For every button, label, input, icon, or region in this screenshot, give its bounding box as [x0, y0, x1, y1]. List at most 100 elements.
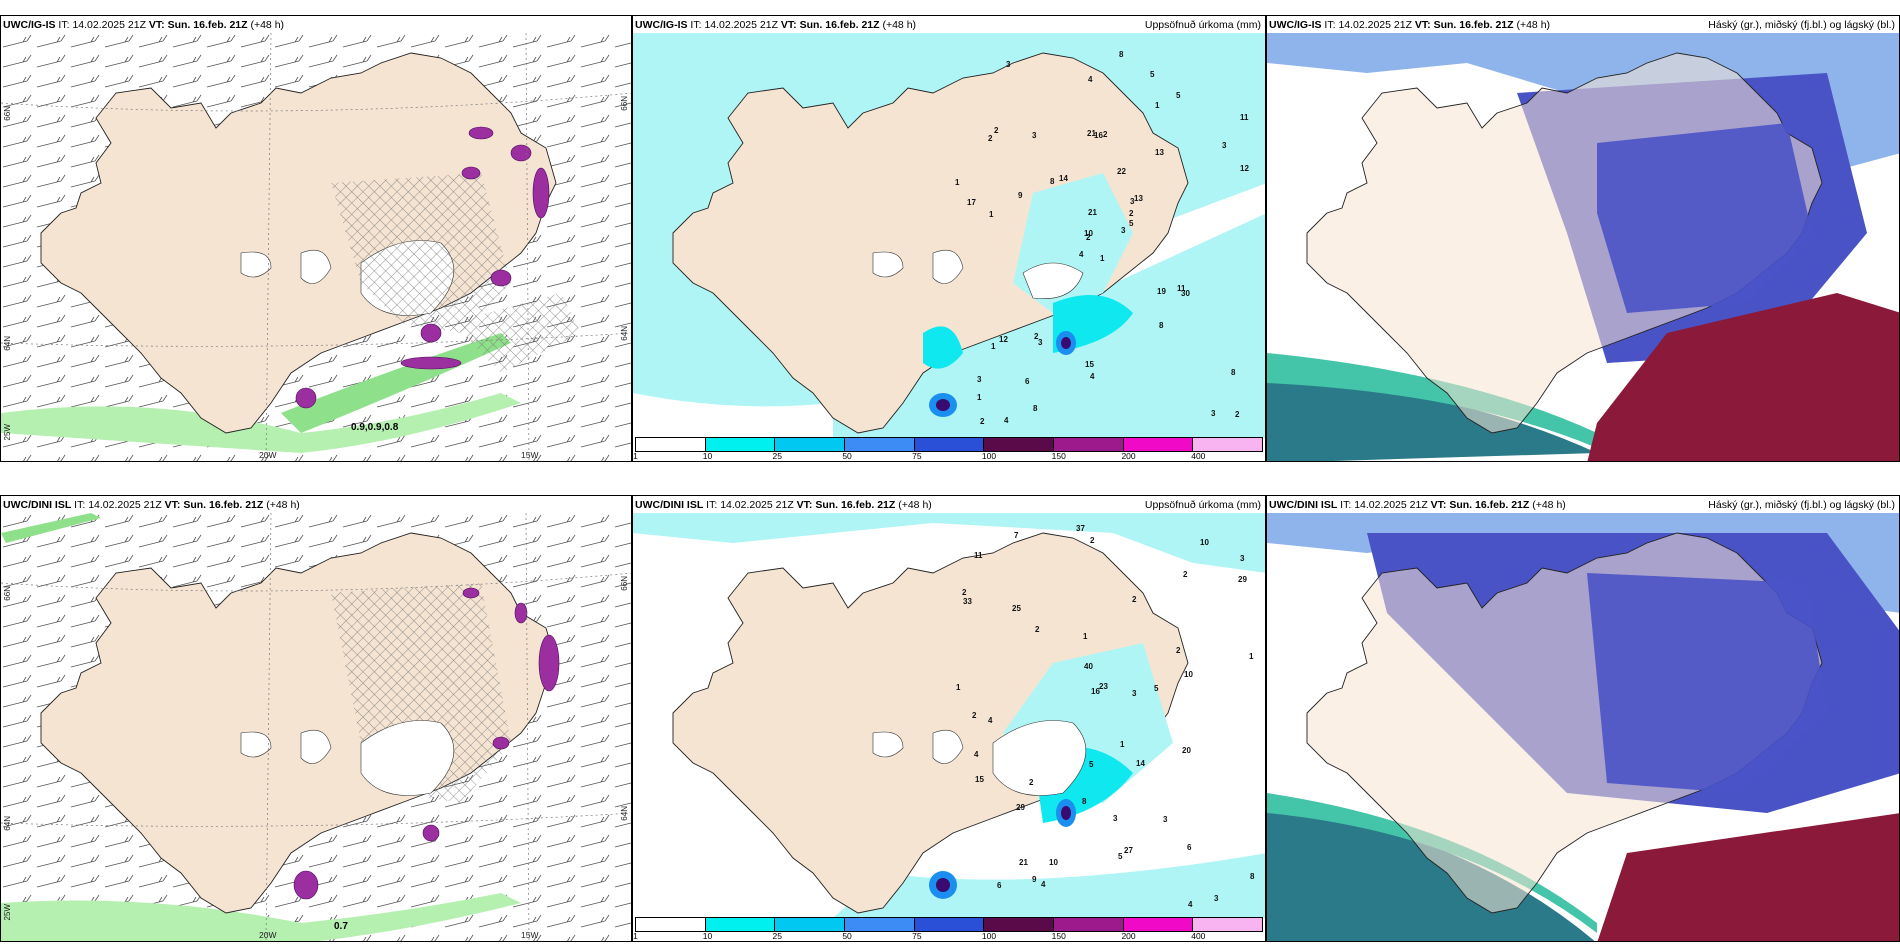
panel-subtitle: Uppsöfnuð úrkoma (mm)	[1144, 499, 1261, 511]
precip-value: 16	[1094, 131, 1103, 140]
precip-value: 10	[1184, 670, 1193, 679]
legend-tick: 10	[702, 451, 713, 461]
precip-value: 8	[1231, 368, 1236, 377]
legend-tick: 400	[1191, 931, 1206, 941]
cloud-map	[1267, 33, 1899, 461]
precip-value: 12	[999, 335, 1008, 344]
lon-label: 15W	[521, 450, 539, 460]
legend-swatch	[984, 918, 1055, 931]
precip-value: 11	[1240, 113, 1249, 122]
precip-value: 6	[1025, 377, 1030, 386]
legend-swatch	[775, 918, 846, 931]
precip-value: 4	[1041, 880, 1046, 889]
precip-value: 21	[1088, 208, 1097, 217]
panel-title: UWC/DINI ISL IT: 14.02.2025 21Z VT: Sun.…	[635, 499, 932, 511]
lat-label-right: 64N	[620, 326, 629, 341]
precip-value: 2	[962, 588, 967, 597]
panel-row1-wind: UWC/IG-IS IT: 14.02.2025 21Z VT: Sun. 16…	[0, 15, 632, 462]
precip-value: 3	[1006, 60, 1011, 69]
legend-swatch	[705, 438, 776, 451]
precip-value: 27	[1124, 846, 1133, 855]
precip-value: 1	[955, 178, 960, 187]
legend-swatch	[636, 918, 706, 931]
precip-value: 8	[1082, 797, 1087, 806]
lat-label: 66N	[3, 586, 12, 601]
precip-value: 3	[1240, 554, 1245, 563]
legend-swatch	[845, 918, 915, 931]
precip-value: 11	[1177, 284, 1186, 293]
panel-row2-precip: UWC/DINI ISL IT: 14.02.2025 21Z VT: Sun.…	[632, 495, 1266, 942]
precip-value: 2	[1090, 536, 1095, 545]
legend-swatch	[1054, 438, 1124, 451]
precip-value: 25	[1012, 604, 1021, 613]
precip-value: 2	[1086, 233, 1091, 242]
lat-label-right: 66N	[620, 96, 629, 111]
lat-label: 64N	[3, 816, 12, 831]
precip-value: 21	[1087, 129, 1096, 138]
legend-tick: 1	[633, 451, 638, 461]
wind-map: 0.9,0.9,0.8	[1, 33, 631, 461]
precip-value: 11	[974, 551, 983, 560]
precip-value: 6	[1187, 843, 1192, 852]
precip-value: 8	[1250, 872, 1255, 881]
precip-value: 2	[1132, 595, 1137, 604]
legend-tick: 1	[633, 931, 638, 941]
precip-value: 3	[1222, 141, 1227, 150]
precip-value: 2	[1129, 209, 1134, 218]
precip-value: 8	[1050, 177, 1055, 186]
legend-swatch	[636, 438, 706, 451]
precip-value: 1	[1120, 740, 1125, 749]
precip-value: 29	[1016, 803, 1025, 812]
legend-swatch	[1054, 918, 1124, 931]
precip-value: 33	[963, 597, 972, 606]
precip-value: 9	[1032, 875, 1037, 884]
precip-value: 10	[1084, 229, 1093, 238]
cloud-map	[1267, 513, 1899, 941]
precip-value: 3	[1038, 338, 1043, 347]
precip-value: 4	[1004, 416, 1009, 425]
legend-swatch	[705, 918, 776, 931]
precip-value: 8	[1159, 321, 1164, 330]
precip-value: 1	[1100, 254, 1105, 263]
precip-value: 15	[975, 775, 984, 784]
precip-value: 12	[1240, 164, 1249, 173]
wind-map: 0.7	[1, 513, 631, 941]
panel-title: UWC/DINI ISL IT: 14.02.2025 21Z VT: Sun.…	[3, 499, 300, 511]
precip-value: 9	[1018, 191, 1023, 200]
precip-value: 6	[997, 881, 1002, 890]
precip-value: 17	[967, 198, 976, 207]
precip-value: 4	[1188, 900, 1193, 909]
precip-value: 2	[1103, 130, 1108, 139]
legend-tick: 75	[912, 931, 922, 941]
precip-value: 21	[1019, 858, 1028, 867]
legend-tick: 75	[912, 451, 922, 461]
precip-value: 5	[1129, 219, 1134, 228]
precip-value: 14	[1136, 759, 1145, 768]
precip-value: 3	[977, 375, 982, 384]
precip-value: 4	[1088, 75, 1093, 84]
precip-value: 13	[1134, 194, 1143, 203]
lon-label-left: 25W	[3, 424, 12, 441]
precip-value: 1	[1083, 632, 1088, 641]
panel-subtitle: Uppsöfnuð úrkoma (mm)	[1144, 19, 1261, 31]
precip-value: 5	[1176, 91, 1181, 100]
legend-tick: 200	[1121, 931, 1136, 941]
legend-tick: 10	[702, 931, 713, 941]
precip-legend: 1 10 25 50 75 100 150 200 400	[633, 917, 1265, 941]
legend-swatch	[1193, 438, 1263, 451]
precip-value: 7	[1014, 531, 1019, 540]
precip-value: 1	[956, 683, 961, 692]
lon-label: 20W	[259, 930, 277, 940]
panel-title: UWC/IG-IS IT: 14.02.2025 21Z VT: Sun. 16…	[3, 19, 285, 31]
precip-value: 13	[1155, 148, 1164, 157]
legend-tick: 25	[772, 931, 783, 941]
precip-value: 2	[972, 711, 977, 720]
precip-value: 1	[991, 342, 996, 351]
precip-value: 37	[1076, 524, 1085, 533]
precip-value: 30	[1181, 289, 1190, 298]
precip-value: 5	[1089, 760, 1094, 769]
legend-swatch	[1123, 438, 1194, 451]
precip-value: 3	[1121, 226, 1126, 235]
precip-value: 5	[1150, 70, 1155, 79]
legend-swatch	[984, 438, 1055, 451]
